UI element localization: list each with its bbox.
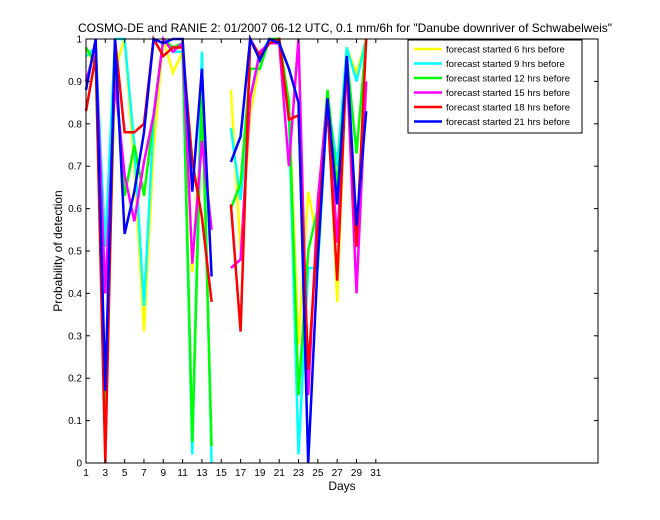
legend-label: forecast started 21 hrs before <box>446 117 570 128</box>
x-axis-ticks: 1 3 5 7 9 11 13 15 17 19 21 23 25 27 29 31 <box>83 39 382 479</box>
legend-label: forecast started 12 hrs before <box>446 74 570 85</box>
x-tick-label: 25 <box>312 468 324 479</box>
y-tick-label: 0.5 <box>68 247 82 258</box>
legend-label: forecast started 18 hrs before <box>446 103 570 114</box>
y-axis-label: Probability of detection <box>51 190 65 311</box>
chart-title: COSMO-DE and RANIE 2: 01/2007 06-12 UTC,… <box>78 21 612 35</box>
y-tick-label: 0.9 <box>68 77 82 88</box>
legend-label: forecast started 6 hrs before <box>446 45 565 56</box>
y-tick-label: 0.8 <box>68 119 82 130</box>
x-tick-label: 19 <box>254 468 266 479</box>
x-tick-label: 21 <box>274 468 286 479</box>
x-tick-label: 13 <box>196 468 208 479</box>
y-tick-label: 0 <box>76 459 82 470</box>
x-tick-label: 17 <box>235 468 247 479</box>
x-tick-label: 23 <box>293 468 305 479</box>
x-tick-label: 11 <box>177 468 188 479</box>
y-tick-label: 0.6 <box>68 204 82 215</box>
y-tick-label: 1 <box>76 35 82 46</box>
legend-box <box>407 39 583 134</box>
y-tick-label: 0.3 <box>68 331 82 342</box>
series-line-6 <box>229 34 368 464</box>
legend-label: forecast started 15 hrs before <box>446 88 570 99</box>
x-tick-label: 27 <box>332 468 344 479</box>
y-tick-label: 0.1 <box>68 416 82 427</box>
x-tick-label: 15 <box>216 468 228 479</box>
x-axis-label: Days <box>328 479 355 493</box>
x-tick-label: 29 <box>351 468 363 479</box>
series-line-4 <box>84 35 213 294</box>
x-tick-label: 3 <box>103 468 109 479</box>
x-tick-label: 7 <box>141 468 147 479</box>
y-axis-ticks: 0 0.1 0.2 0.3 0.4 0.5 0.6 0.7 0.8 0.9 1 <box>68 35 598 470</box>
legend: forecast started 6 hrs before forecast st… <box>407 39 583 134</box>
x-tick-label: 9 <box>161 468 167 479</box>
legend-label: forecast started 9 hrs before <box>446 59 565 70</box>
series-line-6 <box>84 37 213 391</box>
x-tick-label: 5 <box>122 468 128 479</box>
x-tick-label: 1 <box>83 468 89 479</box>
y-tick-label: 0.4 <box>68 289 82 300</box>
y-tick-label: 0.7 <box>68 162 82 173</box>
x-tick-label: 31 <box>370 468 382 479</box>
y-tick-label: 0.2 <box>68 374 82 385</box>
